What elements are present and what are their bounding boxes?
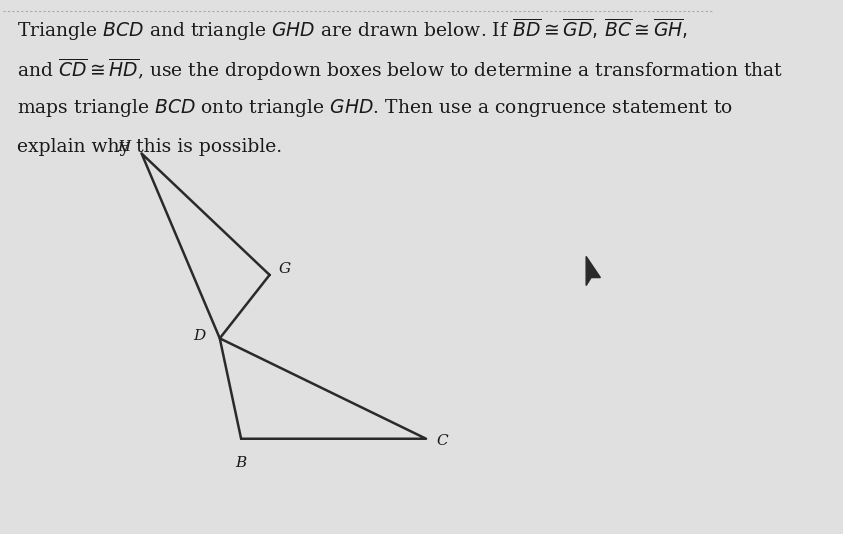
- Text: C: C: [436, 434, 448, 449]
- Text: maps triangle $BCD$ onto triangle $GHD$. Then use a congruence statement to: maps triangle $BCD$ onto triangle $GHD$.…: [17, 97, 733, 120]
- Text: D: D: [194, 329, 206, 343]
- Text: and $\overline{CD} \cong \overline{HD}$, use the dropdown boxes below to determi: and $\overline{CD} \cong \overline{HD}$,…: [17, 57, 783, 83]
- Text: explain why this is possible.: explain why this is possible.: [17, 138, 282, 156]
- Polygon shape: [586, 256, 600, 286]
- Text: G: G: [279, 262, 292, 276]
- Text: H: H: [117, 140, 131, 154]
- Text: B: B: [235, 456, 247, 469]
- Text: Triangle $BCD$ and triangle $GHD$ are drawn below. If $\overline{BD} \cong \over: Triangle $BCD$ and triangle $GHD$ are dr…: [17, 16, 688, 43]
